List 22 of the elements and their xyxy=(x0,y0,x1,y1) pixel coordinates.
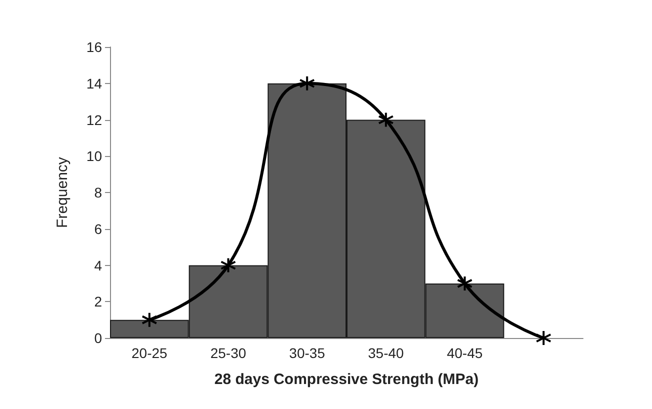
y-axis-title: Frequency xyxy=(54,156,71,228)
y-tick-label: 0 xyxy=(94,330,102,346)
y-tick-label: 2 xyxy=(94,294,102,310)
x-tick-label: 25-30 xyxy=(210,345,246,361)
y-tick-label: 10 xyxy=(86,148,102,164)
x-tick-label: 40-45 xyxy=(446,345,483,361)
point xyxy=(220,257,236,274)
y-tick-label: 8 xyxy=(94,184,102,200)
y-tick-label: 16 xyxy=(86,39,102,55)
y-tick-label: 6 xyxy=(94,220,102,237)
x-tick-label: 35-40 xyxy=(368,345,404,361)
x-tick-label: 30-35 xyxy=(289,345,326,361)
point xyxy=(299,75,316,92)
point xyxy=(536,330,552,346)
x-axis-title: 28 days Compressive Strength (MPa) xyxy=(214,371,479,388)
point xyxy=(456,275,473,292)
point xyxy=(141,312,158,328)
y-tick-label: 4 xyxy=(94,257,102,274)
y-tick-label: 12 xyxy=(86,112,102,128)
x-tick-label: 20-25 xyxy=(132,345,168,361)
y-tick-label: 14 xyxy=(86,75,102,92)
point xyxy=(378,112,394,128)
